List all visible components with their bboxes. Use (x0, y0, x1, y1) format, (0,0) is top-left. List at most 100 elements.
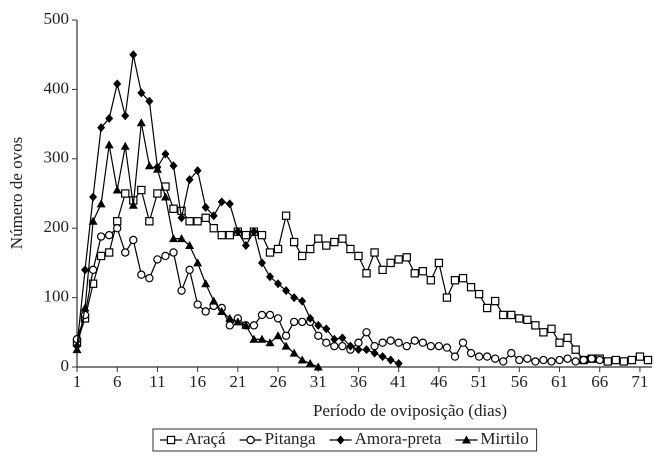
marker-circle (338, 341, 347, 351)
marker-square (426, 276, 436, 285)
marker-triangle (297, 355, 307, 364)
marker-diamond (129, 50, 138, 60)
marker-circle (595, 355, 604, 365)
legend-label: Araçá (185, 429, 226, 448)
marker-diamond (209, 211, 218, 221)
marker-circle (466, 348, 476, 358)
marker-triangle (225, 313, 235, 322)
marker-circle (474, 352, 484, 361)
marker-diamond (378, 352, 387, 362)
marker-circle (531, 357, 540, 366)
x-tick-label: 26 (270, 372, 287, 391)
marker-circle (523, 354, 532, 363)
marker-triangle (313, 362, 323, 371)
marker-circle (201, 307, 210, 316)
marker-square (113, 217, 122, 226)
marker-diamond (121, 111, 130, 121)
series-line (76, 227, 600, 363)
marker-triangle (144, 161, 154, 170)
marker-diamond (322, 324, 331, 334)
x-tick-label: 61 (551, 372, 568, 391)
x-tick-label: 11 (149, 372, 165, 391)
marker-square (499, 310, 508, 320)
marker-square (523, 315, 532, 325)
marker-square (104, 248, 114, 257)
marker-triangle (152, 164, 162, 173)
marker-square (322, 241, 331, 250)
marker-diamond (338, 333, 347, 343)
marker-circle (362, 328, 371, 337)
marker-circle (185, 265, 194, 275)
marker-square (619, 357, 629, 366)
marker-triangle (80, 303, 90, 312)
marker-circle (225, 321, 234, 330)
marker-circle (169, 248, 178, 257)
marker-diamond (314, 320, 323, 330)
marker-circle (547, 357, 556, 366)
marker-circle (499, 357, 508, 366)
marker-diamond (370, 348, 379, 358)
marker-square (201, 213, 210, 222)
marker-diamond (89, 192, 98, 202)
marker-triangle (305, 359, 315, 368)
y-tick-label: 400 (44, 78, 70, 97)
marker-square (603, 357, 612, 366)
marker-circle (88, 265, 98, 275)
marker-triangle (136, 118, 146, 127)
marker-diamond (298, 296, 307, 306)
marker-diamond (217, 197, 226, 207)
marker-square (257, 230, 267, 240)
marker-circle (249, 321, 259, 330)
marker-square (434, 258, 444, 268)
marker-square (386, 258, 395, 268)
marker-triangle (185, 241, 195, 250)
marker-square (466, 282, 476, 292)
marker-diamond (346, 341, 355, 351)
marker-square (410, 269, 419, 278)
marker-diamond (145, 96, 154, 106)
marker-square (507, 310, 516, 320)
marker-circle (426, 341, 436, 351)
marker-triangle (233, 317, 243, 326)
marker-circle (104, 230, 114, 240)
marker-square (281, 211, 291, 220)
marker-square (166, 435, 176, 445)
marker-square (555, 338, 564, 347)
marker-circle (177, 286, 186, 295)
marker-circle (153, 255, 162, 264)
marker-circle (458, 338, 468, 347)
marker-diamond (105, 114, 114, 124)
marker-square (145, 217, 154, 226)
x-tick-label: 36 (350, 372, 367, 391)
marker-square (330, 237, 339, 247)
y-axis-label: Número de ovos (7, 137, 26, 249)
marker-circle (121, 248, 130, 257)
marker-triangle (209, 296, 219, 305)
marker-triangle (241, 320, 251, 329)
marker-circle (482, 352, 492, 361)
legend-label: Pitanga (265, 429, 316, 448)
marker-triangle (177, 234, 187, 243)
marker-circle (322, 338, 331, 347)
marker-circle (579, 355, 588, 365)
marker-circle (129, 235, 138, 245)
marker-square (482, 303, 492, 313)
marker-diamond (161, 149, 170, 159)
marker-circle (257, 310, 267, 320)
marker-circle (450, 352, 460, 361)
marker-square (209, 224, 218, 233)
marker-square (169, 204, 178, 213)
marker-square (531, 321, 540, 330)
marker-square (563, 333, 572, 343)
marker-square (378, 265, 387, 275)
marker-triangle (128, 200, 138, 209)
x-tick-label: 31 (310, 372, 327, 391)
marker-diamond (113, 79, 122, 89)
x-tick-label: 51 (471, 372, 488, 391)
legend-box (152, 428, 538, 452)
marker-circle (490, 354, 500, 363)
marker-circle (289, 317, 299, 327)
marker-triangle (120, 141, 130, 150)
marker-diamond (282, 286, 291, 296)
